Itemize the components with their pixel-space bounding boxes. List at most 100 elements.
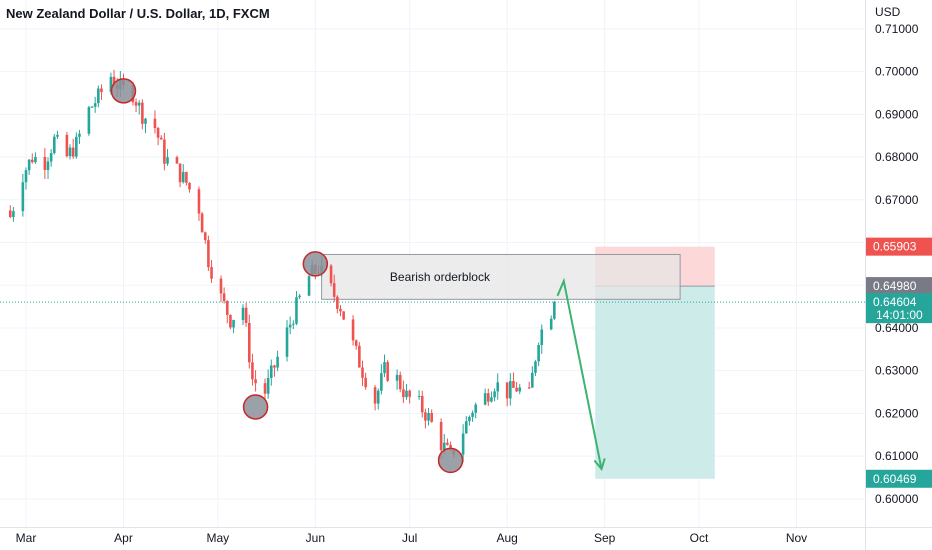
orderblock-rect [321,253,681,300]
price-label-bg-2 [866,293,932,324]
candle [354,339,358,350]
candle-body [34,156,37,163]
swing-point-markers[interactable] [110,78,464,474]
y-tick-label: 0.69000 [875,107,919,121]
candle [134,98,138,113]
candle-body [515,387,518,392]
candle-body [75,136,78,157]
candle-body [483,393,487,405]
candle [505,382,509,407]
candle [386,360,389,383]
candle-body [43,156,47,170]
candle [200,211,204,233]
bearish-orderblock[interactable]: Bearish orderblock [321,253,681,300]
candle-body [540,329,544,346]
candle [100,84,103,100]
candle [395,369,399,390]
projection-arrow[interactable] [556,277,606,471]
y-tick-label: 0.63000 [875,364,919,378]
candle [509,373,512,406]
candle-body [163,139,166,164]
candle [181,164,185,184]
price-axis[interactable]: 0.600000.610000.620000.630000.640000.650… [865,0,932,550]
candle [527,381,531,390]
candle-body [137,102,141,106]
x-tick-label: Aug [496,531,517,545]
candle [408,389,411,404]
candle [361,360,364,386]
candle [188,182,191,193]
candle-body [505,382,509,399]
y-tick-label: 0.71000 [875,22,919,36]
candle-body [244,307,248,323]
candle [496,373,500,400]
candle [342,311,345,321]
candle-body [229,314,232,328]
candle-body [531,372,534,388]
candle-body [269,365,273,378]
candle [251,353,254,386]
candle-body [207,240,210,268]
candle-body [336,296,339,309]
candle-body [361,367,364,378]
candle [175,155,179,164]
candle-body [449,444,452,449]
candle [247,314,251,369]
candle [30,153,34,164]
candle [549,315,553,331]
candle [141,99,144,130]
candle [515,382,518,392]
candle-body [12,211,15,218]
candle [219,275,223,303]
candle [78,129,81,144]
x-tick-label: Sep [594,531,616,545]
candle [24,167,28,190]
candle [203,231,207,244]
candle-body [307,276,311,296]
candle-body [490,397,493,402]
candle [87,105,91,136]
candle [185,171,188,186]
y-tick-label: 0.70000 [875,65,919,79]
candle-body [266,377,270,394]
candle [8,205,12,219]
candle [471,410,474,422]
candle [244,302,248,327]
candle [12,206,15,222]
candle [43,148,47,180]
candle [468,415,471,426]
candle [156,126,160,146]
candle-body [87,107,91,134]
candle [288,316,292,335]
candle [518,383,522,395]
candle-body [493,391,496,398]
candle [34,152,37,164]
candle [373,385,377,411]
candle [144,117,147,134]
candle-body [247,322,251,363]
x-tick-label: May [207,531,230,545]
candle-body [68,147,72,157]
candle-body [408,390,411,397]
chart-title: New Zealand Dollar / U.S. Dollar, 1D, FX… [6,6,270,21]
x-tick-label: Jun [306,531,325,545]
candle [21,173,25,217]
candle [222,287,226,304]
candle [461,424,465,463]
candle-body [329,265,333,284]
candle-body [27,159,31,171]
candle-body [109,76,113,93]
candle [166,149,169,166]
candle [90,105,94,108]
x-tick-label: Jul [402,531,417,545]
candle [383,354,386,378]
candle-body [156,128,160,138]
y-tick-label: 0.61000 [875,449,919,463]
candle [153,110,157,134]
time-axis[interactable]: Mar Apr May Jun Jul Aug Sep Oct Nov [0,527,932,546]
candle-body [427,412,430,421]
candle-body [417,395,421,397]
candle-body [285,327,289,357]
x-tick-label: Apr [114,531,133,545]
